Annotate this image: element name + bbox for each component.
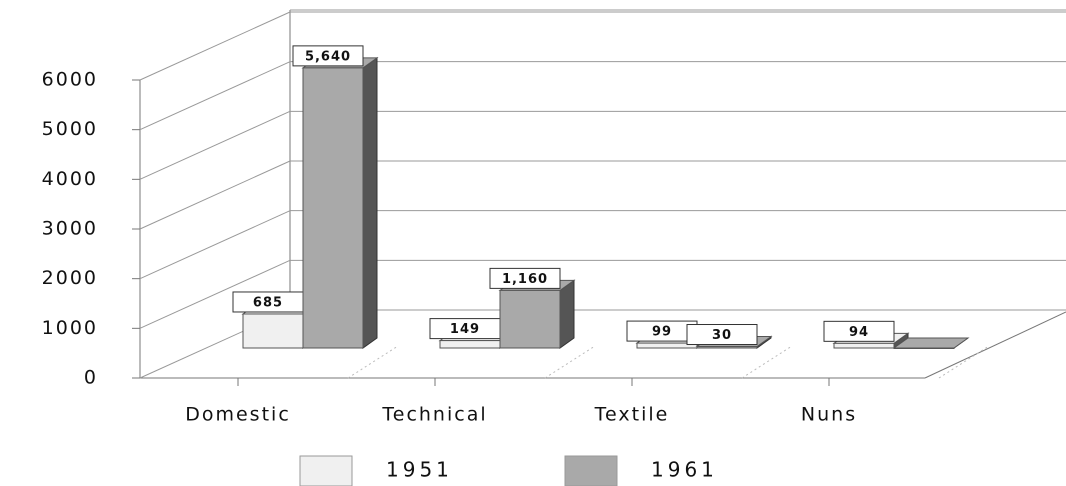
floor-edge [924, 311, 1066, 379]
bar [636, 342, 698, 349]
floor-shadow [347, 345, 399, 379]
data-label-box [292, 45, 364, 67]
bar-top [892, 337, 970, 349]
bar [893, 347, 955, 349]
data-label: 1,160 [502, 272, 548, 287]
grid-line [139, 160, 291, 230]
x-tick-label: Textile [594, 404, 670, 426]
grid-line [139, 259, 291, 329]
y-tick-label: 2000 [42, 267, 98, 289]
data-label-box [823, 320, 895, 342]
data-label-box [686, 324, 758, 346]
data-label: 30 [712, 328, 732, 343]
data-label: 94 [849, 325, 869, 340]
grid-line [139, 61, 291, 131]
data-label: 685 [253, 295, 283, 310]
data-label: 5,640 [305, 49, 351, 64]
data-label-box [489, 267, 561, 289]
bar [242, 313, 304, 349]
bar [439, 340, 501, 349]
y-tick-label: 0 [84, 367, 98, 389]
y-tick-label: 6000 [42, 69, 98, 91]
bar-side [362, 56, 378, 349]
data-label: 149 [450, 322, 480, 337]
x-tick-label: Domestic [185, 404, 291, 426]
bar [833, 342, 895, 349]
legend-label: 1961 [651, 458, 718, 482]
y-tick-label: 4000 [42, 168, 98, 190]
bar [696, 346, 758, 349]
grid-line [139, 110, 291, 180]
y-tick-label: 3000 [42, 218, 98, 240]
grid-line [139, 210, 291, 280]
legend-label: 1951 [386, 458, 453, 482]
floor-shadow [741, 345, 793, 379]
floor-shadow [544, 345, 596, 379]
y-tick-label: 5000 [42, 118, 98, 140]
floor-shadow [938, 345, 990, 379]
bar [499, 289, 561, 349]
bar-side [559, 279, 575, 349]
x-tick-label: Technical [381, 404, 487, 426]
legend-swatch [299, 455, 353, 486]
legend-swatch [564, 455, 618, 486]
y-tick-label: 1000 [42, 317, 98, 339]
data-label: 99 [652, 325, 672, 340]
x-tick-label: Nuns [801, 404, 857, 426]
bar [302, 67, 364, 349]
grid-line [139, 11, 291, 81]
